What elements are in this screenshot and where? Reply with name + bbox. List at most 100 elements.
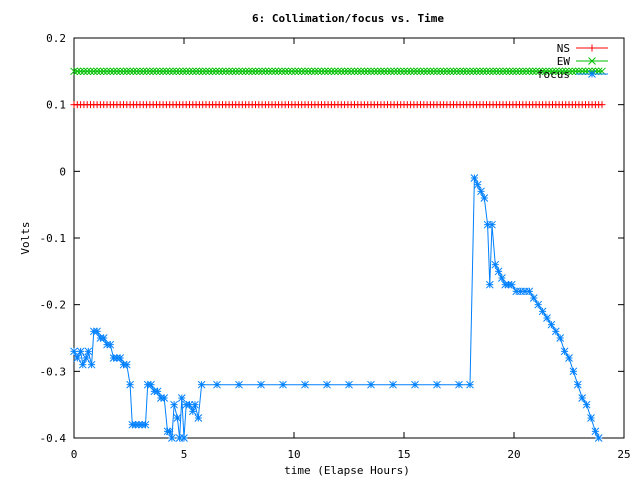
- data-point-ew: [165, 67, 174, 76]
- data-point-ns: [598, 101, 606, 109]
- data-point-focus: [470, 174, 479, 182]
- data-point-ew: [228, 67, 237, 76]
- data-point-ew: [357, 67, 365, 76]
- plot-frame: [73, 37, 625, 439]
- data-point-ew: [297, 67, 306, 76]
- data-point-ew: [330, 67, 339, 76]
- data-point-ew: [311, 67, 319, 76]
- data-point-ew: [509, 67, 517, 76]
- data-point-focus: [213, 380, 221, 389]
- series-ns: [70, 101, 606, 109]
- data-point-ew: [518, 67, 527, 76]
- data-point-ew: [80, 67, 88, 76]
- x-axis: 0 5 10 15 20 25: [71, 38, 631, 461]
- data-point-focus: [147, 380, 155, 389]
- data-point-ew: [452, 67, 461, 76]
- data-point-ew: [337, 67, 346, 76]
- data-point-ew: [192, 67, 200, 76]
- data-point-focus: [547, 320, 556, 329]
- data-point-ew: [73, 67, 82, 76]
- data-point-ew: [208, 67, 217, 76]
- data-point-ew: [314, 67, 323, 76]
- data-point-focus: [126, 380, 134, 389]
- data-point-focus: [191, 400, 199, 409]
- data-point-ew: [205, 67, 214, 76]
- data-point-ew: [106, 67, 115, 76]
- data-point-ew: [419, 67, 428, 76]
- data-point-ew: [479, 67, 488, 76]
- data-point-focus: [116, 354, 125, 362]
- data-point-ew: [459, 67, 468, 76]
- data-point-ew: [182, 67, 191, 76]
- data-point-ew: [416, 67, 425, 76]
- data-point-ew: [482, 67, 491, 76]
- data-point-focus: [565, 354, 573, 362]
- data-point-focus: [84, 347, 93, 356]
- data-point-ew: [122, 67, 131, 76]
- data-point-focus: [491, 260, 500, 269]
- data-point-focus: [488, 220, 496, 229]
- legend-label-focus: focus: [537, 68, 570, 81]
- data-point-ew: [83, 67, 92, 76]
- data-point-ew: [380, 67, 389, 76]
- data-point-ew: [499, 67, 507, 76]
- data-point-ew: [195, 67, 204, 76]
- data-point-focus: [279, 380, 287, 389]
- data-point-focus: [185, 400, 194, 409]
- series-focus: [70, 174, 603, 442]
- data-point-ew: [522, 67, 530, 76]
- legend-marker-ns: [588, 44, 596, 52]
- data-point-ew: [555, 67, 563, 76]
- x-tick-label: 5: [181, 448, 188, 461]
- data-point-focus: [569, 367, 578, 376]
- data-point-focus: [587, 414, 595, 422]
- data-point-focus: [573, 380, 582, 389]
- data-point-ew: [119, 67, 128, 76]
- data-point-ew: [324, 67, 332, 76]
- data-point-focus: [477, 187, 485, 196]
- data-point-focus: [106, 340, 115, 349]
- data-point-ew: [535, 67, 544, 76]
- data-point-ew: [502, 67, 511, 76]
- data-point-ew: [109, 67, 118, 76]
- data-point-focus: [82, 354, 90, 362]
- data-point-ew: [89, 67, 98, 76]
- data-point-ew: [436, 67, 445, 76]
- x-tick-label: 10: [287, 448, 300, 461]
- data-point-ew: [565, 67, 573, 76]
- y-tick-label: 0.2: [46, 32, 66, 45]
- data-point-focus: [70, 347, 78, 356]
- data-point-ew: [126, 67, 134, 76]
- data-point-ew: [538, 67, 547, 76]
- data-point-ew: [235, 67, 243, 76]
- data-point-ew: [512, 67, 521, 76]
- data-point-ew: [396, 67, 405, 76]
- data-point-ew: [238, 67, 247, 76]
- data-point-focus: [543, 314, 551, 322]
- data-point-ew: [248, 67, 257, 76]
- data-point-ew: [400, 67, 408, 76]
- data-point-ew: [76, 67, 85, 76]
- data-point-ew: [221, 67, 230, 76]
- data-point-ew: [363, 67, 372, 76]
- data-point-ew: [142, 67, 151, 76]
- data-point-ew: [393, 67, 402, 76]
- data-point-ew: [439, 67, 448, 76]
- data-point-focus: [165, 427, 174, 436]
- data-point-ew: [462, 67, 471, 76]
- data-point-ew: [304, 67, 313, 76]
- data-point-focus: [556, 334, 565, 342]
- data-point-ew: [93, 67, 101, 76]
- data-point-ew: [241, 67, 250, 76]
- data-point-ew: [162, 67, 171, 76]
- legend-label-ew: EW: [557, 55, 571, 68]
- data-point-ew: [433, 67, 441, 76]
- data-point-ew: [515, 67, 524, 76]
- data-point-ew: [103, 67, 111, 76]
- data-point-ew: [429, 67, 438, 76]
- data-point-ew: [446, 67, 455, 76]
- x-tick-label: 25: [617, 448, 630, 461]
- data-point-ew: [231, 67, 240, 76]
- data-point-ew: [542, 67, 550, 76]
- data-point-ew: [218, 67, 227, 76]
